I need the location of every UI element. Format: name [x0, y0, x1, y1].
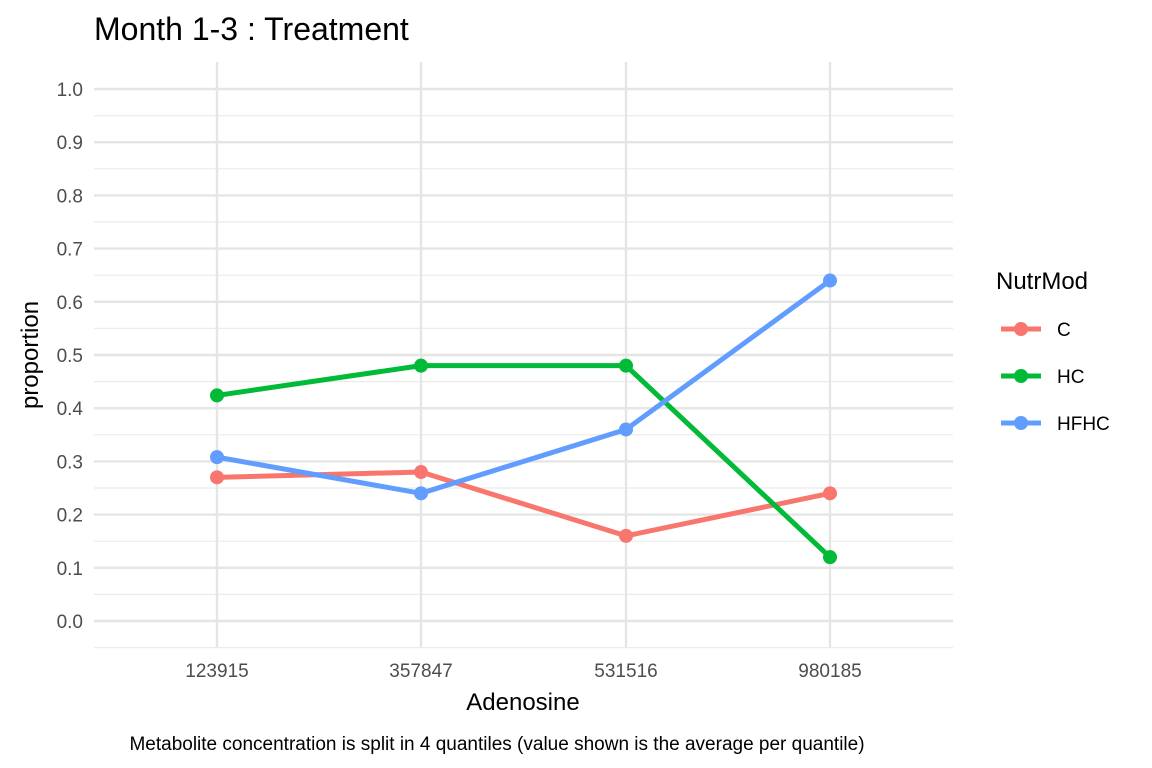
data-point [414, 486, 428, 501]
data-point [414, 358, 428, 373]
legend-item-hc: HC [1001, 367, 1084, 388]
series-line [216, 363, 832, 559]
y-axis-ticks: 0.0 0.1 0.2 0.3 0.4 0.5 0.6 0.7 0.8 0.9 1.0 [57, 80, 84, 633]
x-tick-label: 357847 [389, 661, 452, 682]
data-point [210, 470, 224, 485]
data-point [210, 388, 224, 403]
data-point [823, 273, 837, 288]
y-tick-label: 0.5 [57, 346, 83, 367]
series-hc [210, 358, 837, 565]
x-tick-label: 531516 [594, 661, 657, 682]
y-tick-label: 0.3 [57, 452, 83, 473]
data-point [619, 358, 633, 373]
legend: NutrMod C HC HFHC [996, 268, 1110, 435]
series-layer [210, 273, 837, 565]
series-line [216, 469, 831, 539]
legend-label: HFHC [1057, 414, 1110, 435]
chart-caption: Metabolite concentration is split in 4 q… [129, 734, 864, 755]
y-tick-label: 0.0 [57, 612, 83, 633]
series-line [216, 278, 832, 496]
y-tick-label: 0.4 [57, 399, 84, 420]
y-tick-label: 1.0 [57, 80, 83, 101]
y-tick-label: 0.8 [57, 186, 83, 207]
legend-label: HC [1057, 367, 1084, 388]
legend-title: NutrMod [996, 268, 1088, 295]
legend-key-point [1014, 416, 1028, 430]
x-axis-ticks: 123915 357847 531516 980185 [185, 661, 861, 682]
data-point [414, 465, 428, 480]
data-point [210, 450, 224, 465]
y-tick-label: 0.6 [57, 293, 83, 314]
y-tick-label: 0.2 [57, 506, 83, 527]
legend-key-point [1014, 369, 1028, 383]
data-point [619, 422, 633, 437]
grid-lines [94, 62, 953, 649]
data-point [619, 528, 633, 543]
legend-key-point [1014, 322, 1028, 336]
y-axis-title: proportion [17, 301, 44, 409]
data-point [823, 486, 837, 501]
chart-title: Month 1-3 : Treatment [94, 11, 409, 47]
x-tick-label: 980185 [798, 661, 861, 682]
y-tick-label: 0.7 [57, 240, 83, 261]
legend-label: C [1057, 320, 1071, 341]
legend-item-c: C [1001, 320, 1071, 341]
y-tick-label: 0.1 [57, 559, 83, 580]
y-tick-label: 0.9 [57, 133, 83, 154]
data-point [823, 550, 837, 565]
series-hfhc [210, 273, 837, 501]
x-axis-title: Adenosine [466, 689, 579, 716]
legend-item-hfhc: HFHC [1001, 414, 1110, 435]
x-tick-label: 123915 [185, 661, 248, 682]
